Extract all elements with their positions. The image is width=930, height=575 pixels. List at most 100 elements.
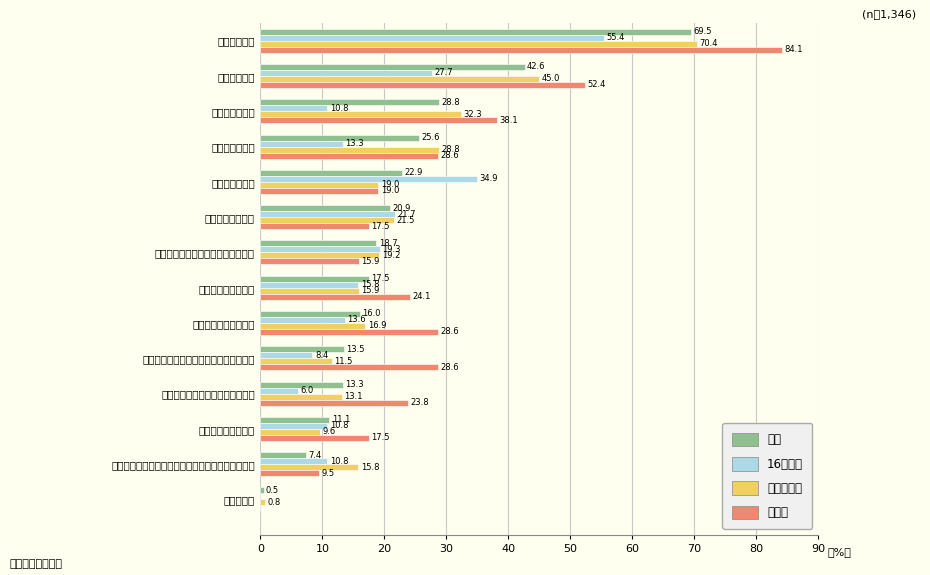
Bar xyxy=(260,105,327,111)
Text: 16.9: 16.9 xyxy=(367,321,386,331)
Text: 10.8: 10.8 xyxy=(330,457,349,466)
Text: 8.4: 8.4 xyxy=(315,351,328,360)
Text: 27.7: 27.7 xyxy=(434,68,453,78)
Text: 資料）国土交通省: 資料）国土交通省 xyxy=(9,559,62,569)
Bar xyxy=(260,323,365,329)
Bar xyxy=(260,258,359,264)
Bar xyxy=(260,82,585,88)
Text: 84.1: 84.1 xyxy=(784,45,803,54)
Text: 15.8: 15.8 xyxy=(361,280,379,289)
Text: 7.4: 7.4 xyxy=(309,451,322,459)
Bar xyxy=(260,205,390,211)
Text: （%）: （%） xyxy=(828,547,852,557)
Bar xyxy=(260,458,327,464)
Text: 20.9: 20.9 xyxy=(392,204,411,213)
Bar xyxy=(260,294,410,300)
Text: 28.6: 28.6 xyxy=(440,151,458,160)
Bar xyxy=(260,176,477,182)
Text: 19.0: 19.0 xyxy=(380,186,399,196)
Text: 28.8: 28.8 xyxy=(442,145,460,154)
Text: 18.7: 18.7 xyxy=(379,239,397,248)
Text: 42.6: 42.6 xyxy=(527,63,546,71)
Bar xyxy=(260,346,344,352)
Text: 19.3: 19.3 xyxy=(382,245,401,254)
Text: 28.6: 28.6 xyxy=(440,363,458,372)
Text: 11.1: 11.1 xyxy=(332,415,350,424)
Text: 11.5: 11.5 xyxy=(334,356,352,366)
Text: 34.9: 34.9 xyxy=(479,174,498,183)
Bar xyxy=(260,388,298,393)
Bar xyxy=(260,288,359,294)
Bar xyxy=(260,170,403,176)
Text: 25.6: 25.6 xyxy=(421,133,440,142)
Bar xyxy=(260,358,332,365)
Bar xyxy=(260,282,358,288)
Legend: 総数, 16大都市, その他の市, 町・村: 総数, 16大都市, その他の市, 町・村 xyxy=(723,423,813,529)
Text: 10.8: 10.8 xyxy=(330,104,349,113)
Bar xyxy=(260,488,263,493)
Bar xyxy=(260,452,306,458)
Bar xyxy=(260,34,604,41)
Text: 21.5: 21.5 xyxy=(396,216,415,225)
Text: 24.1: 24.1 xyxy=(412,292,431,301)
Bar xyxy=(260,99,439,105)
Bar xyxy=(260,423,327,429)
Bar xyxy=(260,41,697,47)
Bar xyxy=(260,252,379,258)
Text: (n＝1,346): (n＝1,346) xyxy=(862,9,916,18)
Bar xyxy=(260,223,369,229)
Text: 17.5: 17.5 xyxy=(371,434,390,442)
Text: 15.8: 15.8 xyxy=(361,463,379,471)
Bar xyxy=(260,135,419,140)
Text: 10.8: 10.8 xyxy=(330,421,349,430)
Text: 13.3: 13.3 xyxy=(345,139,364,148)
Text: 13.6: 13.6 xyxy=(347,316,365,324)
Bar xyxy=(260,117,497,123)
Bar xyxy=(260,29,691,34)
Text: 13.3: 13.3 xyxy=(345,380,364,389)
Text: 19.0: 19.0 xyxy=(380,181,399,189)
Bar xyxy=(260,211,395,217)
Bar xyxy=(260,247,380,252)
Bar xyxy=(260,182,379,188)
Text: 13.5: 13.5 xyxy=(347,345,365,354)
Bar xyxy=(260,352,312,358)
Bar xyxy=(260,393,341,400)
Bar xyxy=(260,329,438,335)
Bar xyxy=(260,365,438,370)
Text: 9.5: 9.5 xyxy=(322,469,335,478)
Bar xyxy=(260,311,360,317)
Text: 19.2: 19.2 xyxy=(382,251,400,260)
Bar xyxy=(260,76,539,82)
Text: 69.5: 69.5 xyxy=(694,27,712,36)
Bar xyxy=(260,464,358,470)
Bar xyxy=(260,70,432,76)
Text: 23.8: 23.8 xyxy=(410,398,429,407)
Text: 0.5: 0.5 xyxy=(266,486,279,495)
Bar xyxy=(260,500,265,505)
Bar xyxy=(260,217,393,223)
Text: 52.4: 52.4 xyxy=(588,81,606,90)
Text: 15.9: 15.9 xyxy=(362,257,379,266)
Bar xyxy=(260,64,525,70)
Text: 9.6: 9.6 xyxy=(323,427,336,436)
Bar xyxy=(260,429,320,435)
Text: 28.8: 28.8 xyxy=(442,98,460,107)
Text: 13.1: 13.1 xyxy=(344,392,363,401)
Bar xyxy=(260,147,439,152)
Bar xyxy=(260,152,438,159)
Bar xyxy=(260,417,329,423)
Bar xyxy=(260,435,369,441)
Text: 16.0: 16.0 xyxy=(362,309,380,319)
Bar xyxy=(260,400,408,405)
Text: 22.9: 22.9 xyxy=(405,168,423,177)
Bar xyxy=(260,317,345,323)
Bar xyxy=(260,240,377,247)
Text: 32.3: 32.3 xyxy=(463,110,482,118)
Bar xyxy=(260,382,343,388)
Text: 17.5: 17.5 xyxy=(371,274,390,283)
Bar xyxy=(260,275,369,282)
Text: 15.9: 15.9 xyxy=(362,286,379,295)
Text: 45.0: 45.0 xyxy=(542,74,560,83)
Bar xyxy=(260,188,379,194)
